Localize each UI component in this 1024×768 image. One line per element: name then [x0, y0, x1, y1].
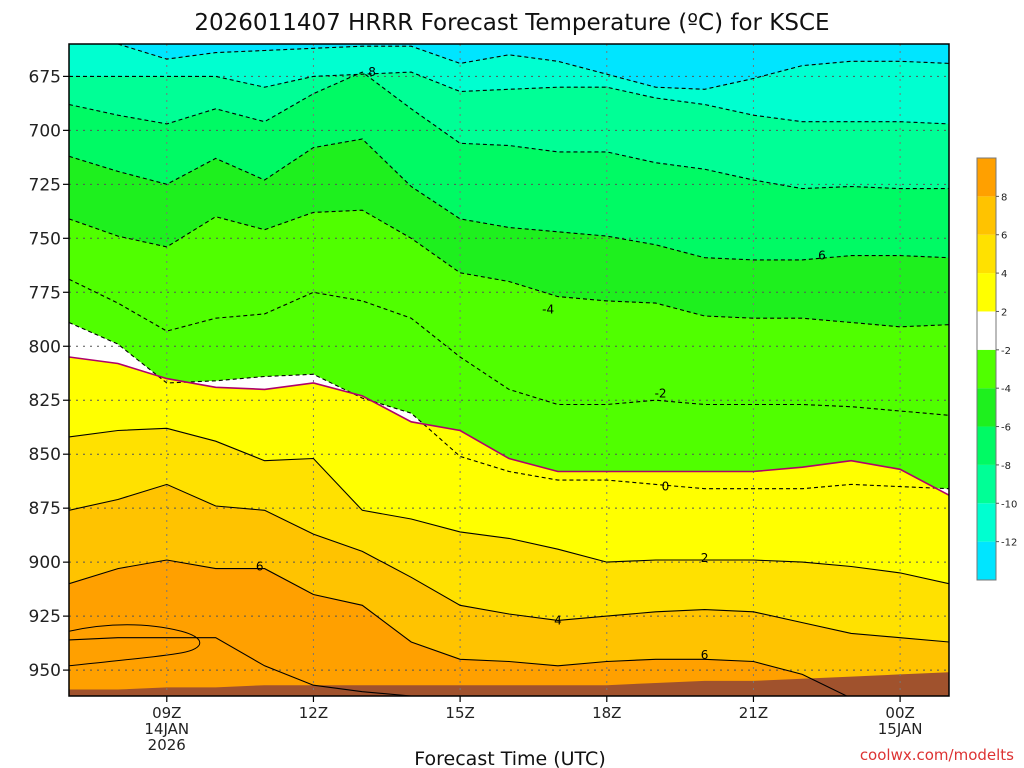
- isotherm--4: [69, 278, 949, 416]
- x-tick-label: 12Z: [299, 704, 328, 722]
- isotherm--2: [69, 321, 949, 490]
- contour-label: 6: [256, 559, 264, 573]
- y-tick-label: 825: [29, 391, 61, 411]
- plot-frame: [68, 43, 950, 697]
- colorbar-label: -6: [1001, 423, 1011, 434]
- isotherm--8: [69, 138, 949, 261]
- isotherm--14: [69, 44, 949, 90]
- credit-text: coolwx.com/modelts: [860, 746, 1014, 764]
- isotherm-8: [69, 637, 424, 696]
- colorbar-swatch: [977, 311, 996, 350]
- colorbar-label: -8: [1001, 461, 1011, 472]
- x-tick-label: 09Z: [152, 704, 181, 722]
- contour-label: -4: [542, 303, 554, 317]
- colorbar-label: -4: [1001, 384, 1011, 395]
- contour-label: 8: [368, 65, 376, 79]
- isotherm--6: [69, 209, 949, 328]
- y-tick-label: 750: [29, 229, 61, 249]
- colorbar-label: 6: [1001, 231, 1007, 242]
- colorbar-label: 4: [1001, 269, 1007, 280]
- x-tick-label: 14JAN: [144, 720, 189, 738]
- colorbar-legend: -12 -10 -8 -6 -4 -2 2 4 6 8: [976, 157, 1017, 581]
- contour-labels: 8 6 -4 -2 0 2 4 6 6: [256, 65, 826, 662]
- colorbar-swatch: [977, 426, 996, 465]
- isotherm--10: [69, 71, 949, 190]
- y-tick-label: 900: [29, 553, 61, 573]
- y-tick-label: 775: [29, 283, 61, 303]
- x-tick-label: 21Z: [739, 704, 768, 722]
- y-tick-label: 925: [29, 607, 61, 627]
- colorbar-label: 2: [1001, 307, 1007, 318]
- isotherm-2: [69, 427, 949, 585]
- colorbar-swatch: [977, 503, 996, 542]
- isotherm--12: [69, 71, 949, 125]
- x-tick-label: 18Z: [592, 704, 621, 722]
- contour-label: 6: [701, 648, 709, 662]
- colorbar-label: -2: [1001, 346, 1011, 357]
- ground-surface: [69, 672, 949, 696]
- contour-label: 2: [701, 551, 709, 565]
- colorbar-label: 8: [1001, 192, 1007, 203]
- filled-temperature-bands: [69, 44, 949, 696]
- isotherm-lines: [69, 44, 949, 696]
- y-axis-ticks: 675 700 725 750 775 800 825 850 875 900 925 950: [29, 67, 69, 681]
- y-tick-label: 700: [29, 121, 61, 141]
- x-tick-label: 15Z: [445, 704, 474, 722]
- colorbar-swatch: [977, 234, 996, 274]
- band-lt_-14: [69, 44, 949, 90]
- y-tick-label: 875: [29, 499, 61, 519]
- band-8_10: [69, 560, 847, 696]
- colorbar-swatch: [977, 196, 996, 235]
- contour-label: 4: [554, 613, 562, 627]
- contour-label: -2: [655, 387, 667, 401]
- x-tick-label: 15JAN: [878, 720, 923, 738]
- colorbar-swatch: [977, 388, 996, 427]
- y-tick-label: 950: [29, 661, 61, 681]
- colorbar-swatch: [977, 464, 996, 504]
- chart-title: 2026011407 HRRR Forecast Temperature (ºC…: [194, 10, 829, 36]
- colorbar-swatch: [977, 273, 996, 312]
- contour-label: 0: [662, 480, 670, 494]
- colorbar-label: -12: [1001, 538, 1017, 549]
- isotherm-4: [69, 483, 949, 643]
- y-tick-label: 800: [29, 337, 61, 357]
- y-tick-label: 850: [29, 445, 61, 465]
- x-tick-label: 2026: [148, 736, 186, 754]
- x-axis-label: Forecast Time (UTC): [414, 748, 605, 768]
- colorbar-swatch: [977, 158, 996, 197]
- isotherm-0: [69, 356, 949, 496]
- colorbar-swatch: [977, 541, 996, 580]
- y-tick-label: 725: [29, 175, 61, 195]
- y-tick-label: 675: [29, 67, 61, 87]
- colorbar-swatch: [977, 349, 996, 389]
- colorbar-frame: [976, 157, 997, 581]
- x-tick-label: 00Z: [885, 704, 914, 722]
- contour-label: 6: [818, 249, 826, 263]
- warm-pocket-8: [69, 624, 201, 667]
- isotherm-6: [69, 559, 848, 696]
- colorbar-label: -10: [1001, 499, 1017, 510]
